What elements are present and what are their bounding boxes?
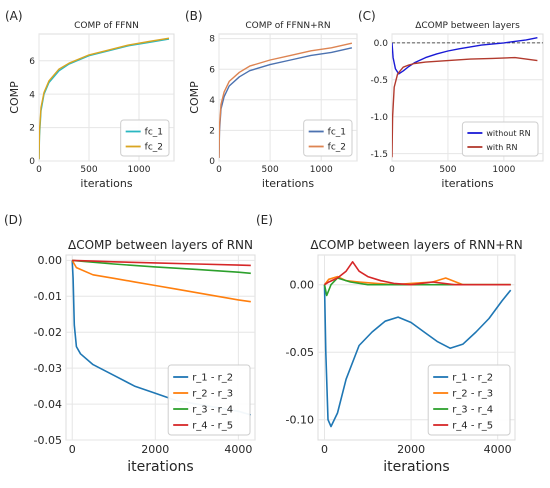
x-tick-label: 500: [262, 165, 279, 175]
legend-label: r_1 - r_2: [192, 373, 233, 384]
x-tick-label: 1000: [310, 165, 333, 175]
y-tick-label: -0.03: [34, 362, 62, 375]
y-tick-label: -1.0: [370, 113, 388, 123]
series-line-2: [39, 37, 170, 160]
x-tick-label: 0: [216, 165, 222, 175]
legend-box: [167, 364, 251, 436]
y-tick-label: -0.10: [286, 414, 314, 427]
y-tick-label: -0.04: [34, 398, 62, 411]
y-tick-label: 0.00: [38, 254, 63, 267]
x-tick-label: 0: [36, 165, 42, 175]
legend-label: r_1 - r_2: [452, 373, 493, 384]
panel-label: (E): [256, 213, 273, 227]
y-axis-label: COMP: [8, 81, 21, 114]
legend: without RN with RN: [461, 121, 539, 157]
x-tick-label: 0: [69, 443, 76, 456]
y-tick-label: -0.05: [34, 434, 62, 447]
y-tick-label: 0: [29, 157, 35, 167]
x-tick-label: 500: [439, 165, 456, 175]
legend-label: r_2 - r_3: [192, 389, 233, 400]
y-tick-label: 2: [29, 124, 35, 134]
x-axis-label: iterations: [80, 177, 132, 190]
chart-title: COMP of FFNN+RN: [245, 21, 330, 31]
y-tick-label: 6: [29, 57, 35, 67]
chart-title: ΔCOMP between layers of RNN: [68, 238, 253, 252]
y-tick-label: 6: [209, 65, 215, 75]
legend: r_1 - r_2 r_2 - r_3 r_3 - r_4 r_4 - r_5: [167, 364, 251, 436]
legend: fc_1 fc_2: [120, 119, 170, 157]
chart-panel-4: (D) ΔCOMP between layers of RNN 0 2000 4000 0…: [4, 213, 256, 475]
y-tick-label: 4: [209, 96, 215, 106]
y-axis-label: COMP: [188, 81, 201, 114]
y-tick-label: -0.02: [34, 326, 62, 339]
series-line-2: [392, 56, 538, 158]
y-tick-label: -0.5: [370, 76, 388, 86]
x-axis-label: iterations: [383, 459, 449, 475]
y-tick-label: -1.5: [370, 150, 388, 160]
series-line-1: [323, 284, 512, 428]
x-tick-label: 1000: [492, 165, 515, 175]
x-axis-label: iterations: [441, 177, 493, 190]
chart-panel-2: (B) COMP of FFNN+RN 0 500 1000 0 2 4 6 8 iteration…: [185, 9, 358, 190]
y-tick-label: 0: [209, 157, 215, 167]
legend: r_1 - r_2 r_2 - r_3 r_3 - r_4 r_4 - r_5: [427, 364, 511, 436]
legend-label: r_4 - r_5: [192, 421, 233, 432]
x-tick-label: 4000: [224, 443, 252, 456]
legend-label: fc_2: [328, 143, 346, 153]
chart-panel-3: (C) ΔCOMP between layers 0 500 1000 0.0 -0.5 -1…: [358, 9, 544, 190]
x-tick-label: 1000: [128, 165, 151, 175]
chart-title: ΔCOMP between layers: [415, 21, 520, 31]
panel-label: (D): [4, 213, 23, 227]
y-tick-label: 0.0: [374, 39, 389, 49]
legend-label: fc_1: [328, 128, 346, 138]
legend-label: r_2 - r_3: [452, 389, 493, 400]
y-tick-label: -0.01: [34, 290, 62, 303]
x-tick-label: 0: [321, 443, 328, 456]
y-tick-label: -0.05: [286, 346, 314, 359]
series-line-2: [219, 42, 353, 158]
legend-label: fc_1: [145, 128, 163, 138]
x-tick-label: 4000: [484, 443, 512, 456]
x-axis-label: iterations: [127, 459, 193, 475]
legend-label: r_4 - r_5: [452, 421, 493, 432]
legend-box: [427, 364, 511, 436]
chart-panel-1: (A) COMP of FFNN 0 500 1000 0 2 4 6 iterations COM…: [5, 9, 175, 190]
legend-label: r_3 - r_4: [192, 405, 233, 416]
legend-label: fc_2: [145, 143, 163, 153]
x-tick-label: 2000: [141, 443, 169, 456]
y-tick-label: 2: [209, 127, 215, 137]
x-tick-label: 0: [389, 165, 395, 175]
legend-label: with RN: [486, 143, 517, 152]
y-tick-label: 0.00: [290, 279, 315, 292]
series-line-1: [392, 37, 538, 75]
series-line-2: [71, 259, 251, 303]
panel-label: (A): [5, 9, 23, 23]
x-tick-label: 500: [80, 165, 97, 175]
x-tick-label: 2000: [397, 443, 425, 456]
y-tick-label: 4: [29, 90, 35, 100]
series-line-3: [72, 259, 251, 275]
panel-label: (C): [358, 9, 376, 23]
x-axis-label: iterations: [262, 177, 314, 190]
legend: fc_1 fc_2: [303, 119, 353, 157]
chart-title: ΔCOMP between layers of RNN+RN: [310, 238, 522, 252]
series-line-4: [72, 259, 251, 267]
legend-label: without RN: [486, 129, 530, 138]
legend-label: r_3 - r_4: [452, 405, 493, 416]
chart-title: COMP of FFNN: [74, 21, 139, 31]
series-line-4: [324, 261, 511, 286]
y-tick-label: 8: [209, 35, 215, 45]
panel-label: (B): [185, 9, 203, 23]
chart-panel-5: (E) ΔCOMP between layers of RNN+RN 0 2000 40…: [256, 213, 523, 475]
